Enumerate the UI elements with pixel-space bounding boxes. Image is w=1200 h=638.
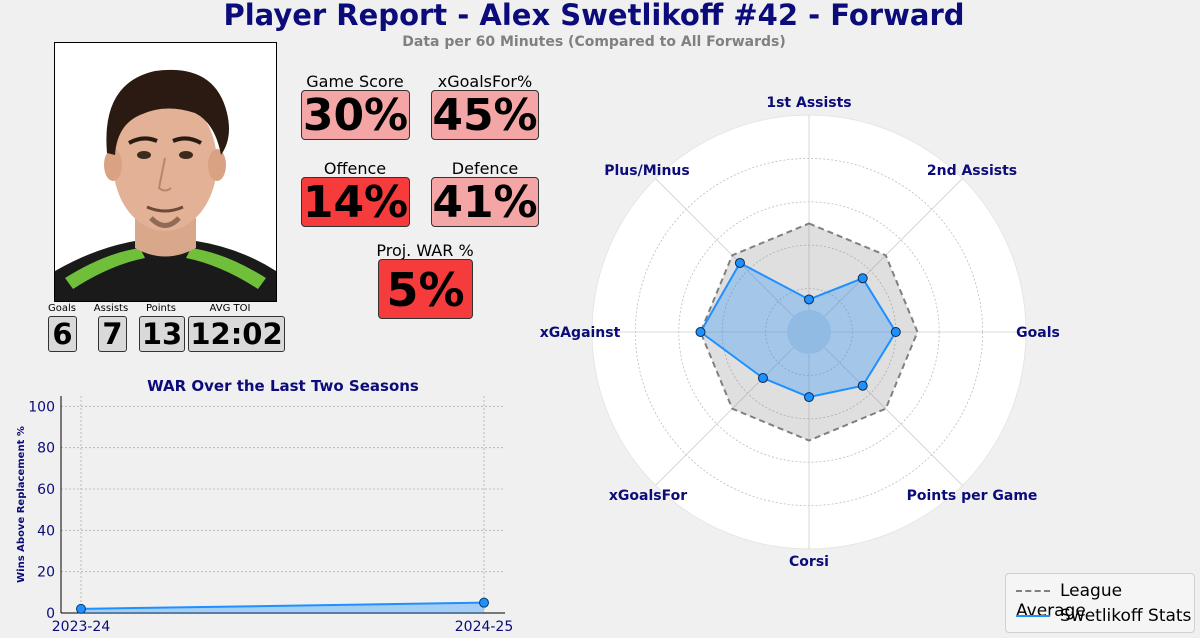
avg-toi-value: 12:02: [188, 316, 285, 352]
player-portrait-image: [55, 43, 276, 301]
player-point-goals: [890, 327, 901, 337]
y-tick-label: 100: [28, 399, 55, 415]
game-score-label: Game Score: [306, 72, 404, 91]
assists-label: Assists: [93, 303, 129, 314]
player-point-2nd-assists: [857, 273, 868, 284]
radar-legend: League Average Swetlikoff Stats: [1005, 573, 1195, 633]
radar-axis-label: 1st Assists: [766, 95, 851, 111]
legend-dashed-line-icon: [1016, 590, 1050, 592]
x-tick-label: 2024-25: [455, 619, 514, 635]
radar-axis-label: 2nd Assists: [927, 163, 1017, 179]
legend-item-player-stats: Swetlikoff Stats: [1016, 606, 1191, 626]
radar-spoke: [808, 331, 963, 486]
radar-axis-label: xGoalsFor: [609, 488, 687, 504]
player-point-plus-minus: [734, 257, 745, 268]
war-point-2024-25: [479, 597, 489, 608]
player-point-xgoalsfor: [757, 373, 768, 384]
points-label: Points: [145, 303, 177, 314]
points-value: 13: [139, 316, 185, 352]
player-photo: [54, 42, 277, 302]
radar-chart: 1st Assists 2nd Assists Goals Points per Ga…: [540, 95, 1060, 570]
game-score-box: 30%: [301, 90, 410, 141]
radar-axis-label: Plus/Minus: [604, 163, 689, 179]
proj-war-box: 5%: [378, 259, 473, 319]
player-point-1st-assists: [804, 294, 814, 305]
xgoalsfor-pct-label: xGoalsFor%: [437, 72, 533, 91]
avg-toi-label: AVG TOI: [209, 303, 251, 314]
y-tick-label: 0: [46, 606, 55, 622]
player-point-points-per-game: [857, 380, 868, 391]
radar-center-hole: [787, 310, 831, 354]
player-point-corsi: [804, 392, 814, 403]
xgoalsfor-pct-box: 45%: [431, 90, 539, 141]
war-point-2023-24: [76, 603, 86, 614]
legend-label: Swetlikoff Stats: [1060, 606, 1192, 626]
goals-label: Goals: [48, 303, 76, 314]
y-axis-label: Wins Above Replacement %: [16, 426, 27, 583]
y-tick-label: 20: [37, 565, 55, 581]
radar-axis-label: xGAgainst: [540, 325, 621, 341]
goals-value: 6: [48, 316, 77, 352]
y-tick-label: 80: [37, 441, 55, 457]
player-point-xgagainst: [695, 327, 706, 337]
war-area: [81, 602, 484, 613]
report-title: Player Report - Alex Swetlikoff #42 - Fo…: [223, 0, 965, 32]
defence-box: 41%: [431, 177, 539, 228]
radar-axis-label: Corsi: [789, 554, 829, 570]
war-chart-title: WAR Over the Last Two Seasons: [147, 377, 419, 395]
radar-axis-label: Points per Game: [907, 488, 1038, 504]
war-line: [80, 601, 485, 610]
offence-box: 14%: [301, 177, 410, 228]
offence-label: Offence: [323, 159, 387, 178]
proj-war-label: Proj. WAR %: [376, 241, 474, 260]
x-tick-label: 2023-24: [52, 619, 111, 635]
legend-solid-line-icon: [1016, 615, 1050, 617]
defence-label: Defence: [451, 159, 519, 178]
report-subtitle: Data per 60 Minutes (Compared to All For…: [402, 34, 786, 50]
war-line-chart: WAR Over the Last Two Seasons 0 20 40 60 80 10…: [16, 377, 514, 635]
y-tick-label: 60: [37, 482, 55, 498]
radar-axis-label: Goals: [1016, 325, 1060, 341]
assists-value: 7: [98, 316, 127, 352]
y-tick-label: 40: [37, 523, 55, 539]
